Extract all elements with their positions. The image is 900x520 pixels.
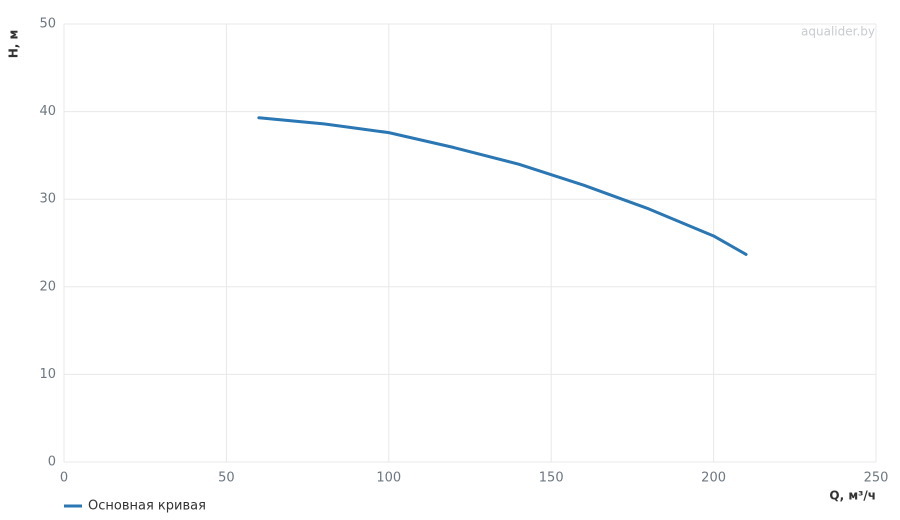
y-tick-label: 50: [39, 17, 56, 32]
y-tick-label: 0: [48, 455, 56, 470]
y-tick-label: 10: [39, 367, 56, 382]
x-tick-label: 0: [60, 471, 68, 486]
x-axis-label: Q, м³/ч: [829, 489, 876, 503]
legend-label[interactable]: Основная кривая: [88, 499, 206, 514]
y-axis-label: H, м: [7, 30, 21, 59]
x-tick-label: 100: [376, 471, 401, 486]
y-tick-label: 30: [39, 192, 56, 207]
y-tick-label: 20: [39, 279, 56, 294]
x-tick-label: 150: [539, 471, 564, 486]
series-line: [257, 116, 748, 256]
watermark: aqualider.by: [801, 25, 875, 39]
y-tick-label: 40: [39, 104, 56, 119]
x-tick-label: 250: [864, 471, 889, 486]
x-tick-label: 200: [701, 471, 726, 486]
x-tick-label: 50: [218, 471, 235, 486]
